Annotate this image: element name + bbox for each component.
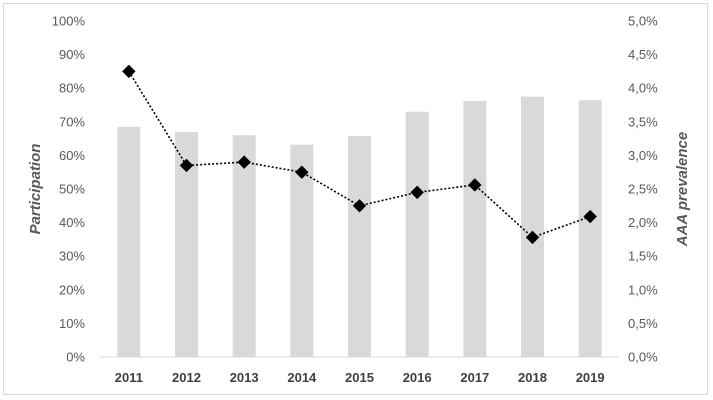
left-tick-label: 10% <box>59 316 85 331</box>
x-tick-label: 2017 <box>460 370 489 385</box>
bar-2015 <box>348 135 371 357</box>
right-tick-label: 3,5% <box>628 114 658 129</box>
x-tick-label: 2016 <box>403 370 432 385</box>
x-tick-label: 2013 <box>230 370 259 385</box>
marker-2011 <box>122 64 136 79</box>
bar-2011 <box>117 126 141 357</box>
left-axis-title: Participation <box>27 144 44 235</box>
marker-2018 <box>525 230 540 245</box>
left-tick-label: 100% <box>52 14 86 29</box>
bars <box>117 96 602 358</box>
left-tick-label: 20% <box>59 282 85 297</box>
right-y-ticks: 0,0% 0,5% 1,0% 1,5% 2,0% 2,5% 3,0% 3,5% 4,0% 4,5%… <box>628 14 658 365</box>
left-y-ticks: 0% 10% 20% 30% 40% 50% 60% 70% 80% 90% 100% <box>52 14 86 365</box>
left-tick-label: 30% <box>59 249 85 264</box>
bar-2018 <box>521 96 544 357</box>
x-tick-label: 2015 <box>345 370 374 385</box>
right-tick-label: 4,0% <box>628 81 658 96</box>
line-series <box>122 64 597 245</box>
bar-2013 <box>232 135 256 357</box>
right-tick-label: 0,0% <box>628 350 658 365</box>
right-tick-label: 2,0% <box>628 215 658 230</box>
x-ticks: 2011 2012 2013 2014 2015 2016 2017 2018 2019 <box>115 370 605 385</box>
right-axis-title: AAA prevalence <box>674 132 691 248</box>
left-tick-label: 90% <box>59 47 85 62</box>
marker-2013 <box>237 155 251 169</box>
left-tick-label: 70% <box>59 114 85 129</box>
bar-2016 <box>405 111 429 357</box>
x-tick-label: 2019 <box>576 370 605 385</box>
left-tick-label: 50% <box>59 182 85 197</box>
bar-2012 <box>175 131 198 357</box>
left-tick-label: 80% <box>59 81 85 96</box>
x-tick-label: 2018 <box>518 370 547 385</box>
marker-2012 <box>179 158 194 173</box>
right-tick-label: 2,5% <box>628 182 658 197</box>
right-tick-label: 0,5% <box>628 316 658 331</box>
marker-2015 <box>352 199 367 213</box>
right-tick-label: 1,0% <box>628 282 658 297</box>
marker-2017 <box>468 178 482 192</box>
right-tick-label: 3,0% <box>628 148 658 163</box>
x-tick-label: 2011 <box>115 370 143 385</box>
marker-2014 <box>295 165 309 179</box>
left-tick-label: 60% <box>59 148 85 163</box>
marker-2016 <box>410 185 424 200</box>
right-tick-label: 1,5% <box>628 249 658 264</box>
right-tick-label: 4,5% <box>628 47 658 62</box>
right-tick-label: 5,0% <box>628 14 658 29</box>
left-tick-label: 40% <box>59 215 85 230</box>
bar-2019 <box>578 100 602 358</box>
x-tick-label: 2014 <box>287 370 317 385</box>
x-tick-label: 2012 <box>172 370 201 385</box>
bar-2017 <box>463 100 487 357</box>
marker-2019 <box>583 209 597 224</box>
left-tick-label: 0% <box>66 350 85 365</box>
bar-2014 <box>290 144 314 357</box>
